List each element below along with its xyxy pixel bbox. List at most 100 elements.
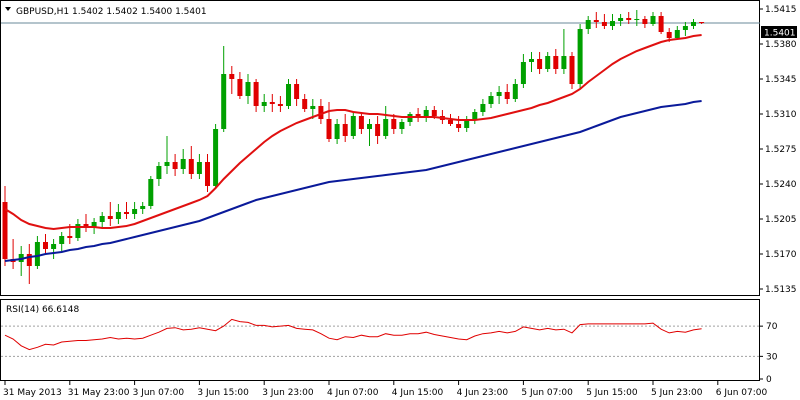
- candle-down: [553, 56, 559, 69]
- current-price-box: [761, 26, 797, 38]
- candle-up: [99, 216, 105, 222]
- time-tick-label: 4 Jun 15:00: [392, 388, 444, 398]
- rsi-panel-frame: [0, 299, 760, 381]
- time-tick-label: 3 Jun 07:00: [133, 388, 185, 398]
- candle-down: [504, 92, 510, 99]
- candle-up: [545, 56, 551, 69]
- candle-up: [75, 224, 81, 238]
- candle-up: [520, 62, 526, 84]
- candle-up: [245, 82, 251, 96]
- current-price-label: 1.5401: [764, 29, 796, 39]
- candle-down: [124, 212, 129, 214]
- candle-up: [464, 120, 470, 128]
- time-tick-label: 3 Jun 23:00: [262, 388, 314, 398]
- candle-down: [269, 102, 275, 104]
- candle-up: [561, 56, 567, 69]
- price-axis: 1.5415 1.5380 1.5345 1.5310 1.5275 1.5240 1.52…: [760, 5, 797, 295]
- candle-up: [261, 102, 267, 106]
- rsi-tick-label: 30: [766, 352, 778, 362]
- candle-down: [626, 18, 632, 20]
- candle-up: [488, 96, 494, 104]
- candle-up: [423, 110, 429, 118]
- price-tick-label: 1.5240: [765, 180, 797, 190]
- candle-up: [512, 84, 518, 99]
- candle-up: [334, 124, 340, 139]
- candle-up: [164, 162, 170, 166]
- candle-up: [585, 20, 591, 29]
- candle-down: [448, 120, 453, 124]
- candle-up: [51, 244, 57, 249]
- candle-down: [593, 20, 599, 22]
- price-tick-label: 1.5135: [765, 285, 797, 295]
- candle-up: [650, 16, 656, 24]
- candle-down: [188, 159, 194, 174]
- candle-up: [634, 19, 640, 20]
- candle-up: [350, 116, 356, 136]
- candle-up: [691, 22, 696, 26]
- candle-down: [666, 32, 672, 38]
- candle-down: [2, 202, 8, 259]
- candle-down: [537, 59, 543, 69]
- candle-up: [196, 162, 202, 174]
- main-chart-frame: [0, 0, 760, 296]
- candle-up: [140, 206, 146, 209]
- time-tick-label: 5 Jun 15:00: [586, 388, 638, 398]
- symbol-dropdown-icon[interactable]: [5, 7, 11, 11]
- candle-up: [115, 212, 121, 219]
- candle-down: [375, 124, 381, 136]
- rsi-tick-label: 70: [766, 322, 778, 332]
- candle-down: [391, 119, 397, 129]
- candle-down: [456, 124, 462, 128]
- time-tick-label: 4 Jun 07:00: [327, 388, 379, 398]
- time-tick-label: 6 Jun 07:00: [716, 388, 768, 398]
- time-axis: 31 May 2013 31 May 23:00 3 Jun 07:00 3 Jun …: [3, 381, 768, 398]
- sma-slow-line: [4, 100, 702, 262]
- candle-down: [342, 124, 348, 136]
- candle-up: [148, 179, 154, 206]
- candle-down: [277, 104, 283, 106]
- symbol-header: GBPUSD,H1 1.5402 1.5402 1.5400 1.5401: [16, 7, 207, 17]
- candle-down: [107, 216, 113, 219]
- price-tick-label: 1.5310: [765, 110, 797, 120]
- candle-up: [221, 74, 227, 129]
- sma-fast-line: [4, 34, 702, 231]
- rsi-level-lines: [1, 325, 760, 357]
- time-tick-label: 5 Jun 07:00: [521, 388, 573, 398]
- candle-down: [642, 19, 648, 24]
- moving-averages: [4, 34, 702, 262]
- candle-down: [172, 162, 178, 169]
- candle-down: [318, 106, 324, 119]
- candle-up: [577, 29, 583, 84]
- candle-down: [302, 99, 308, 109]
- time-tick-label: 4 Jun 23:00: [457, 388, 509, 398]
- time-tick-label: 5 Jun 23:00: [651, 388, 703, 398]
- rsi-tick-label: 0: [766, 375, 772, 385]
- candle-up: [529, 59, 534, 62]
- candle-down: [569, 56, 575, 84]
- rsi-line: [4, 318, 702, 351]
- candle-down: [431, 110, 437, 116]
- candle-up: [399, 122, 405, 129]
- candle-up: [310, 106, 316, 109]
- price-tick-label: 1.5205: [765, 215, 797, 225]
- candle-down: [26, 254, 32, 266]
- candle-up: [472, 112, 478, 120]
- candle-up: [132, 209, 138, 214]
- candle-up: [59, 236, 65, 244]
- rsi-path: [4, 318, 702, 351]
- candle-down: [205, 162, 210, 186]
- candle-down: [294, 84, 300, 99]
- candle-up: [213, 129, 219, 186]
- price-tick-label: 1.5275: [765, 145, 797, 155]
- candle-down: [253, 82, 259, 106]
- candle-up: [34, 242, 40, 266]
- price-tick-label: 1.5170: [765, 250, 797, 260]
- time-tick-label: 31 May 23:00: [68, 388, 130, 398]
- candle-down: [67, 236, 73, 238]
- candle-up: [91, 222, 97, 228]
- candle-up: [180, 159, 186, 169]
- candle-up: [610, 21, 615, 26]
- candle-down: [229, 74, 235, 79]
- candle-up: [682, 26, 688, 30]
